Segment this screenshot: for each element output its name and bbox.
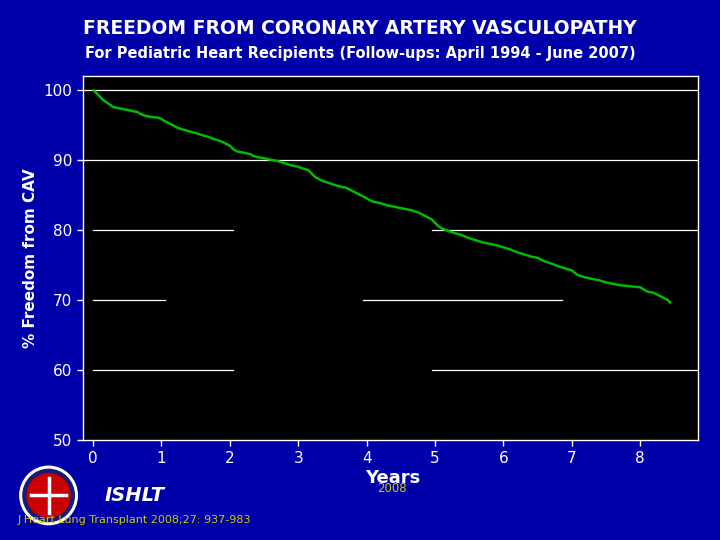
Text: ISHLT: ISHLT [104,485,164,505]
Text: FREEDOM FROM CORONARY ARTERY VASCULOPATHY: FREEDOM FROM CORONARY ARTERY VASCULOPATH… [83,19,637,38]
Text: Years: Years [365,469,420,487]
Text: 2008: 2008 [377,482,408,495]
Y-axis label: % Freedom from CAV: % Freedom from CAV [23,168,38,348]
Circle shape [23,469,74,522]
Text: J Heart Lung Transplant 2008;27: 937-983: J Heart Lung Transplant 2008;27: 937-983 [18,515,251,525]
Circle shape [20,466,77,525]
Circle shape [27,474,70,517]
Text: For Pediatric Heart Recipients (Follow-ups: April 1994 - June 2007): For Pediatric Heart Recipients (Follow-u… [85,46,635,61]
